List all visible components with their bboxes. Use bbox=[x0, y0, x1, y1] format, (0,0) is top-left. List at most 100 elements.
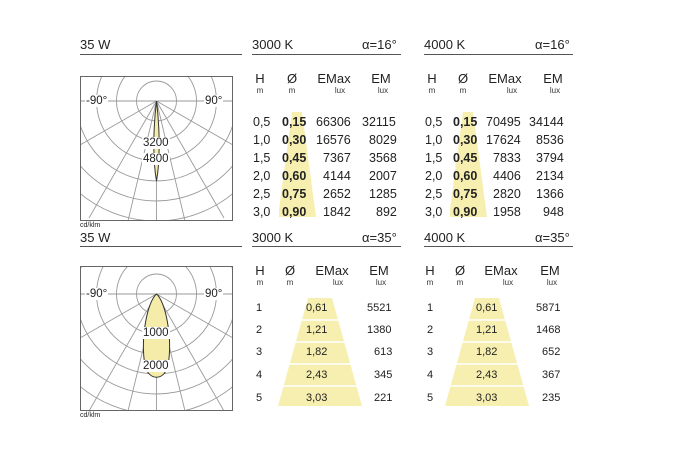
cell-h: 4 bbox=[256, 369, 263, 381]
col-header-d: Ø bbox=[284, 263, 296, 278]
cell-h: 5 bbox=[256, 392, 263, 404]
cell-em: 5871 bbox=[536, 302, 561, 314]
divider bbox=[80, 54, 242, 55]
cell-h: 2,0 bbox=[425, 169, 443, 183]
cell-h: 1,0 bbox=[253, 133, 271, 147]
cell-h: 5 bbox=[427, 392, 434, 404]
unit-d: m bbox=[286, 278, 294, 287]
angle-left-label: -90° bbox=[85, 95, 109, 107]
cell-emax: 4406 bbox=[493, 169, 521, 183]
angle-left-label: -90° bbox=[85, 288, 109, 300]
cell-d: 0,15 bbox=[282, 115, 307, 129]
cell-emax: 16576 bbox=[316, 133, 351, 147]
unit-emax: lux bbox=[332, 278, 344, 287]
col-header-emax: EMax bbox=[488, 71, 522, 86]
cell-h: 1 bbox=[256, 302, 263, 314]
cell-d: 2,43 bbox=[476, 369, 498, 381]
col-header-h: H bbox=[255, 263, 265, 278]
cell-emax: 17624 bbox=[486, 133, 521, 147]
cell-h: 3 bbox=[427, 346, 434, 358]
beam-highlight bbox=[445, 298, 531, 406]
col-header-emax: EMax bbox=[484, 263, 518, 278]
unit-emax: lux bbox=[334, 86, 346, 95]
cell-d: 3,03 bbox=[476, 392, 498, 404]
cell-h: 2 bbox=[427, 324, 434, 336]
unit-emax: lux bbox=[506, 86, 518, 95]
cell-emax: 7833 bbox=[493, 151, 521, 165]
cell-h: 2,0 bbox=[253, 169, 271, 183]
col-header-em: EM bbox=[540, 263, 560, 278]
col-header-h: H bbox=[427, 71, 437, 86]
cell-d: 1,82 bbox=[306, 346, 328, 358]
cell-em: 1380 bbox=[367, 324, 392, 336]
unit-h: m bbox=[426, 278, 434, 287]
angle-right-label: 90° bbox=[204, 95, 224, 107]
cell-h: 0,5 bbox=[425, 115, 443, 129]
col-header-h: H bbox=[255, 71, 265, 86]
col-header-d: Ø bbox=[454, 263, 466, 278]
cell-d: 0,15 bbox=[453, 115, 478, 129]
divider bbox=[424, 246, 573, 247]
cell-emax: 70495 bbox=[486, 115, 521, 129]
divider bbox=[252, 246, 401, 247]
divider bbox=[252, 54, 401, 55]
cell-emax: 2652 bbox=[323, 187, 351, 201]
col-header-d: Ø bbox=[286, 71, 298, 86]
cell-em: 613 bbox=[374, 346, 393, 358]
cell-em: 5521 bbox=[367, 302, 392, 314]
cell-d: 0,45 bbox=[453, 151, 478, 165]
cell-d: 0,60 bbox=[453, 169, 478, 183]
cell-h: 0,5 bbox=[253, 115, 271, 129]
diagram-frame bbox=[80, 266, 233, 411]
cell-d: 0,30 bbox=[282, 133, 307, 147]
unit-d: m bbox=[288, 86, 296, 95]
cell-h: 1,5 bbox=[425, 151, 443, 165]
cell-h: 2,5 bbox=[253, 187, 271, 201]
cell-d: 3,03 bbox=[306, 392, 328, 404]
cell-h: 1,0 bbox=[425, 133, 443, 147]
cell-d: 1,21 bbox=[476, 324, 498, 336]
cell-h: 2 bbox=[256, 324, 263, 336]
alpha-right: α=35° bbox=[535, 230, 570, 245]
cell-em: 1285 bbox=[369, 187, 397, 201]
cell-emax: 4144 bbox=[323, 169, 351, 183]
cell-em: 8536 bbox=[536, 133, 564, 147]
unit-h: m bbox=[256, 86, 264, 95]
unit-em: lux bbox=[549, 86, 561, 95]
alpha-right: α=16° bbox=[535, 37, 570, 52]
cell-d: 0,60 bbox=[282, 169, 307, 183]
unit-label: cd/klm bbox=[80, 222, 101, 229]
cell-d: 1,21 bbox=[306, 324, 328, 336]
power-label: 35 W bbox=[80, 230, 111, 245]
ring-label: 3200 bbox=[142, 137, 170, 149]
power-label: 35 W bbox=[80, 37, 111, 52]
cell-emax: 7367 bbox=[323, 151, 351, 165]
unit-h: m bbox=[428, 86, 436, 95]
cell-em: 1366 bbox=[536, 187, 564, 201]
cell-em: 221 bbox=[374, 392, 393, 404]
unit-label: cd/klm bbox=[80, 412, 101, 419]
unit-em: lux bbox=[546, 278, 558, 287]
cell-h: 3,0 bbox=[253, 205, 271, 219]
cell-em: 652 bbox=[542, 346, 561, 358]
unit-h: m bbox=[256, 278, 264, 287]
cell-em: 948 bbox=[543, 205, 564, 219]
ring-label: 4800 bbox=[142, 153, 170, 165]
temp-right: 4000 K bbox=[424, 37, 466, 52]
unit-em: lux bbox=[377, 86, 389, 95]
col-header-em: EM bbox=[369, 263, 389, 278]
cell-em: 3568 bbox=[369, 151, 397, 165]
angle-right-label: 90° bbox=[204, 288, 224, 300]
cell-emax: 1842 bbox=[323, 205, 351, 219]
unit-em: lux bbox=[375, 278, 387, 287]
beam-highlight bbox=[279, 112, 316, 217]
cell-em: 32115 bbox=[362, 115, 396, 129]
cell-h: 1 bbox=[427, 302, 434, 314]
cell-em: 3794 bbox=[536, 151, 564, 165]
temp-left: 3000 K bbox=[252, 37, 294, 52]
unit-emax: lux bbox=[502, 278, 514, 287]
cell-h: 1,5 bbox=[253, 151, 271, 165]
cell-d: 0,61 bbox=[306, 302, 328, 314]
cell-emax: 2820 bbox=[493, 187, 521, 201]
cell-h: 3 bbox=[256, 346, 263, 358]
